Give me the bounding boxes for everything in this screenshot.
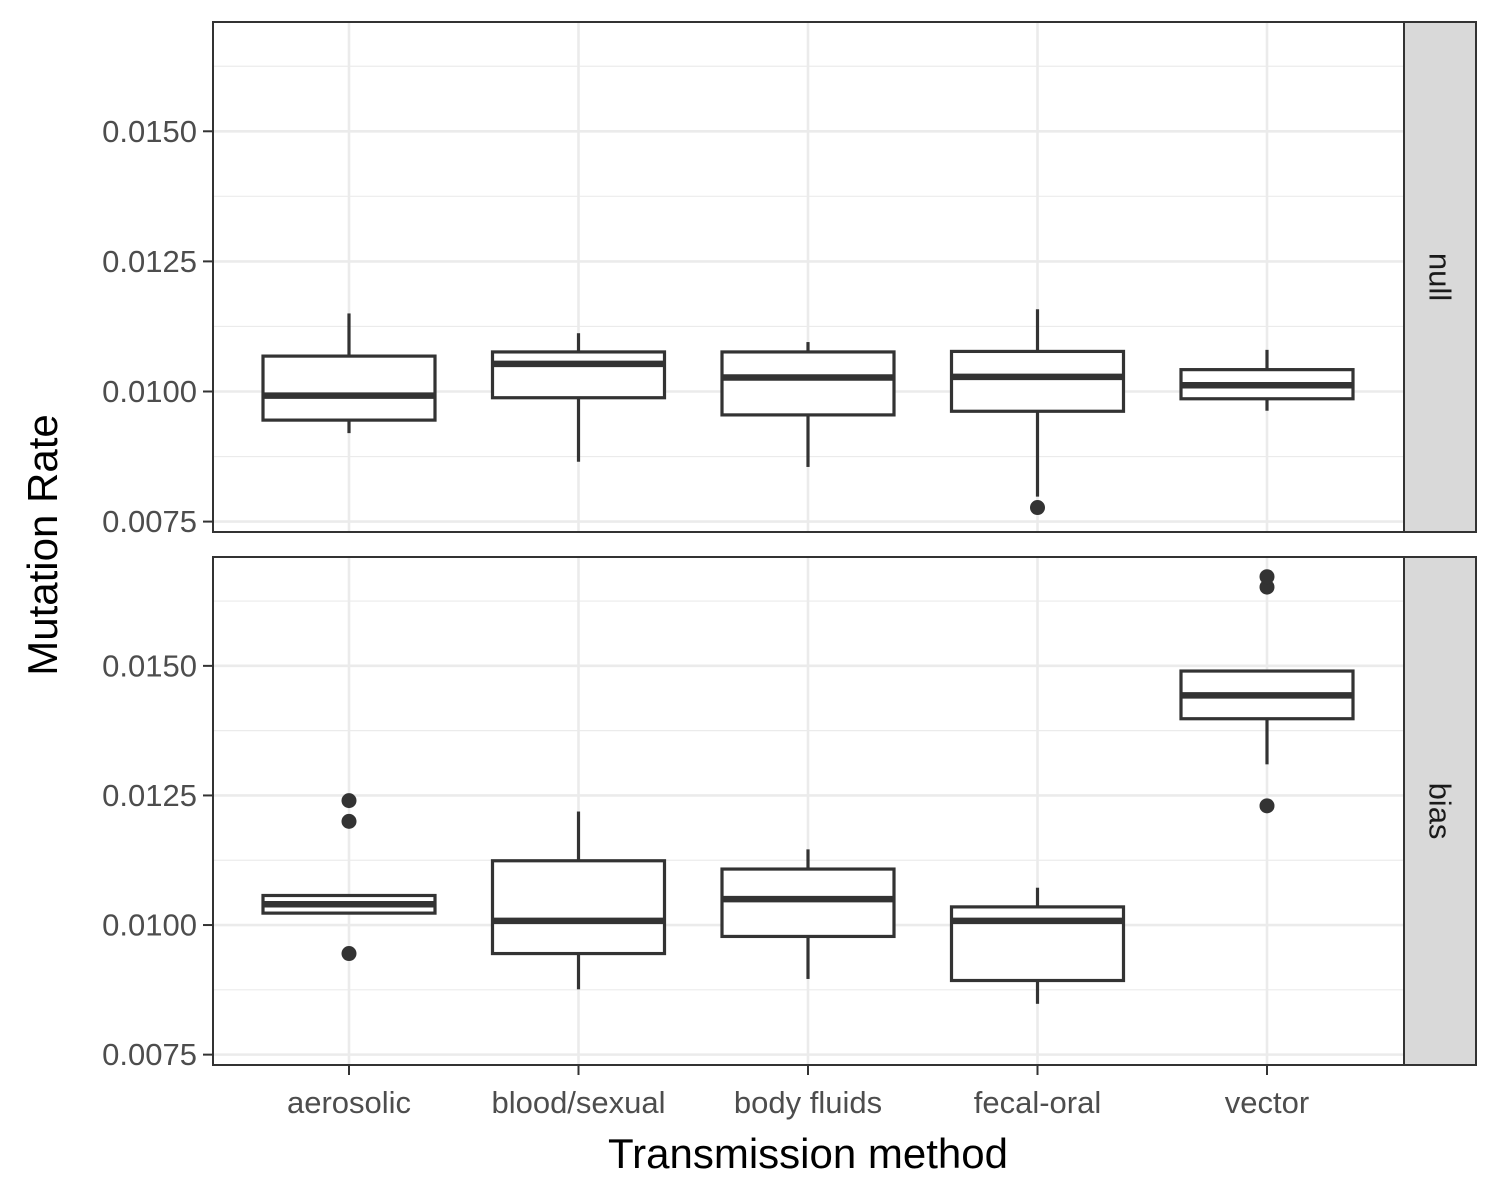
facet-panels: null 0.0075 0.0100 0.0125 0.0150 bias 0.0075 0.… (102, 21, 1477, 1072)
box-blood-sexual (490, 333, 667, 462)
y-tick-label: 0.0150 (102, 648, 197, 683)
x-tick-label: blood/sexual (491, 1085, 665, 1120)
box-blood-sexual (490, 811, 667, 990)
box-iqr (720, 867, 896, 939)
outlier-point (341, 946, 357, 962)
box-iqr (949, 349, 1126, 413)
box-aerosolic (261, 793, 437, 962)
y-tick-label: 0.0125 (102, 778, 197, 813)
y-tick-label: 0.0075 (102, 1037, 197, 1072)
x-axis: aerosolic blood/sexual body fluids fecal-or… (287, 1065, 1309, 1120)
box-iqr (490, 350, 667, 400)
panel-bias: bias 0.0075 0.0100 0.0125 0.0150 (102, 556, 1477, 1072)
box-fecal-oral (949, 309, 1126, 516)
outlier-point (341, 793, 357, 809)
box-aerosolic (261, 313, 437, 434)
outlier-point (1030, 500, 1045, 516)
x-tick-label: fecal-oral (974, 1085, 1102, 1120)
outlier-point (1259, 579, 1275, 595)
y-tick-label: 0.0150 (102, 114, 197, 149)
panel-null: null 0.0075 0.0100 0.0125 0.0150 (102, 21, 1477, 539)
x-axis-title: Transmission method (608, 1130, 1008, 1177)
box-body-fluids (720, 342, 896, 467)
x-tick-label: body fluids (734, 1085, 882, 1120)
facet-strip (1403, 21, 1477, 533)
box-iqr (490, 859, 667, 956)
x-tick-label: vector (1225, 1085, 1309, 1120)
facet-strip-label: bias (1423, 783, 1458, 840)
box-fecal-oral (949, 887, 1126, 1004)
x-tick-label: aerosolic (287, 1085, 411, 1120)
box-iqr (261, 354, 437, 422)
y-tick-label: 0.0100 (102, 908, 197, 943)
facet-strip-label: null (1423, 253, 1458, 301)
outlier-point (341, 813, 357, 829)
box-body-fluids (720, 849, 896, 979)
y-tick-label: 0.0125 (102, 244, 197, 279)
y-tick-label: 0.0075 (102, 504, 197, 539)
y-axis-title: Mutation Rate (19, 414, 66, 675)
box-iqr (720, 350, 896, 417)
outlier-point (1259, 569, 1275, 585)
outlier-point (1259, 798, 1275, 814)
box-vector (1179, 569, 1355, 814)
y-tick-label: 0.0100 (102, 374, 197, 409)
box-vector (1179, 349, 1355, 411)
facet-strip (1403, 556, 1477, 1066)
